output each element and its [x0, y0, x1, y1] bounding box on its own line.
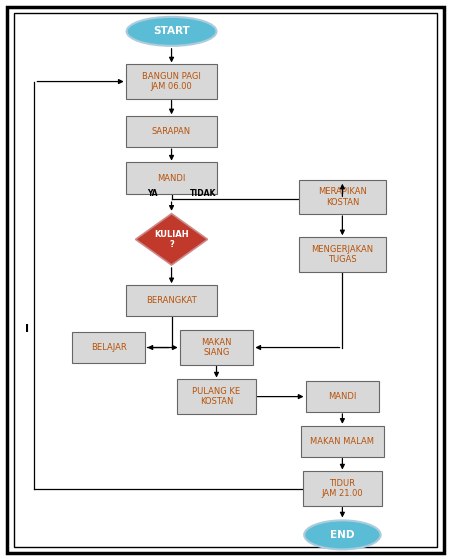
Text: TIDUR
JAM 21.00: TIDUR JAM 21.00: [322, 479, 363, 498]
FancyBboxPatch shape: [301, 425, 384, 457]
Text: BERANGKAT: BERANGKAT: [146, 296, 197, 305]
Text: MANDI: MANDI: [157, 173, 186, 183]
FancyBboxPatch shape: [303, 471, 382, 506]
Text: START: START: [153, 26, 190, 36]
Text: MERAPIKAN
KOSTAN: MERAPIKAN KOSTAN: [318, 187, 367, 207]
Ellipse shape: [127, 17, 216, 46]
Text: MENGERJAKAN
TUGAS: MENGERJAKAN TUGAS: [311, 245, 373, 264]
Text: SARAPAN: SARAPAN: [152, 127, 191, 136]
Text: MANDI: MANDI: [328, 392, 357, 401]
FancyBboxPatch shape: [179, 330, 253, 365]
Text: MAKAN MALAM: MAKAN MALAM: [310, 437, 374, 446]
Text: BANGUN PAGI
JAM 06.00: BANGUN PAGI JAM 06.00: [142, 72, 201, 91]
FancyBboxPatch shape: [305, 381, 379, 412]
FancyBboxPatch shape: [126, 285, 217, 316]
Polygon shape: [136, 214, 207, 265]
FancyBboxPatch shape: [126, 116, 217, 148]
Text: PULANG KE
KOSTAN: PULANG KE KOSTAN: [193, 387, 240, 406]
FancyBboxPatch shape: [126, 163, 217, 193]
FancyBboxPatch shape: [177, 380, 256, 414]
FancyBboxPatch shape: [7, 7, 444, 553]
Text: BELAJAR: BELAJAR: [91, 343, 126, 352]
Text: I: I: [25, 324, 29, 334]
Text: MAKAN
SIANG: MAKAN SIANG: [201, 338, 232, 357]
Text: YA: YA: [147, 189, 157, 198]
FancyBboxPatch shape: [299, 179, 386, 214]
Text: TIDAK: TIDAK: [189, 189, 216, 198]
Text: END: END: [330, 530, 354, 540]
Ellipse shape: [304, 520, 381, 549]
FancyBboxPatch shape: [126, 64, 217, 99]
Text: KULIAH
?: KULIAH ?: [154, 230, 189, 249]
FancyBboxPatch shape: [299, 237, 386, 272]
FancyBboxPatch shape: [72, 332, 146, 363]
